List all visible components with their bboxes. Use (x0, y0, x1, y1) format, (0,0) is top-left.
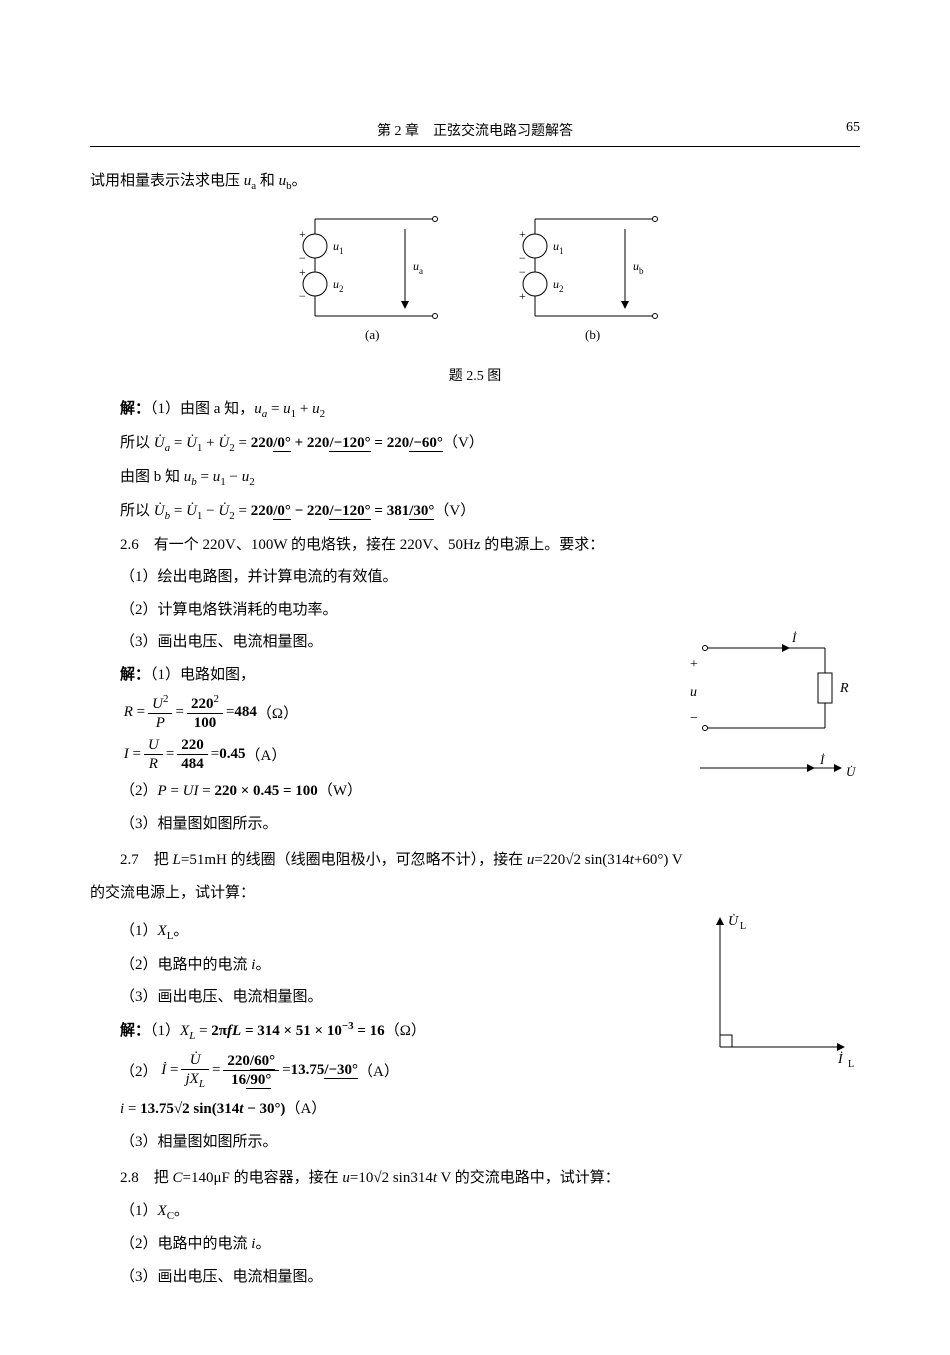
svg-text:1: 1 (339, 246, 344, 256)
p28-title: 2.8 把 C=140μF 的电容器，接在 u=10√2 sin314t V 的… (120, 1164, 860, 1193)
figure-2-5: + − u 1 + − u 2 u a (a) (90, 204, 860, 385)
fig-2-7: U̇ L İ L (690, 907, 860, 1072)
svg-text:+: + (519, 227, 526, 241)
p28-q2: （2）电路中的电流 i。 (120, 1230, 860, 1259)
p26-p3: （3）相量图如图所示。 (120, 810, 860, 839)
page: 第 2 章 正弦交流电路习题解答 65 试用相量表示法求电压 ua 和 ub。 … (0, 0, 950, 1355)
sol25-l4: 所以 U̇b = U̇1 − U̇2 = 220/0° − 220/−120° … (120, 497, 860, 527)
svg-text:u: u (690, 685, 697, 700)
problem-2-7: 2.7 把 L=51mH 的线圈（线圈电阻极小，可忽略不计），接在 u=220√… (90, 846, 860, 1291)
page-number: 65 (846, 120, 860, 136)
svg-text:2: 2 (559, 284, 564, 294)
svg-text:+: + (299, 227, 306, 241)
p28-q1: （1）XC。 (120, 1197, 860, 1227)
svg-text:L: L (848, 1059, 854, 1067)
svg-text:+: + (690, 657, 698, 672)
svg-text:−: − (690, 711, 698, 726)
p26-I-eq: I = UR = 220484 = 0.45（A） (120, 736, 650, 773)
p26-title: 2.6 有一个 220V、100W 的电烙铁，接在 220V、50Hz 的电源上… (120, 531, 860, 560)
p27-sol3: （3）相量图如图所示。 (120, 1128, 860, 1157)
p27-title-l1: 2.7 把 L=51mH 的线圈（线圈电阻极小，可忽略不计），接在 u=220√… (90, 846, 860, 875)
sol25-l1: 解：（1）由图 a 知，ua = u1 + u2 (120, 395, 860, 425)
svg-text:İ: İ (791, 630, 797, 645)
svg-text:İ: İ (819, 752, 825, 767)
p27-sol2-i: i = 13.75√2 sin(314t − 30°)（A） (120, 1095, 860, 1124)
p27-title-l2: 的交流电源上，试计算： (90, 879, 860, 908)
fig-2-7-svg: U̇ L İ L (690, 907, 860, 1067)
p26-q2: （2）计算电烙铁消耗的电功率。 (120, 596, 860, 625)
svg-text:b: b (639, 266, 644, 276)
svg-text:−: − (519, 265, 526, 279)
svg-text:a: a (419, 266, 423, 276)
page-header: 第 2 章 正弦交流电路习题解答 65 (90, 120, 860, 147)
svg-text:−: − (519, 251, 526, 265)
solution-2-5: 解：（1）由图 a 知，ua = u1 + u2 所以 U̇a = U̇1 + … (120, 395, 860, 842)
fig-2-5-caption: 题 2.5 图 (90, 365, 860, 385)
sol25-l2: 所以 U̇a = U̇1 + U̇2 = 220/0° + 220/−120° … (120, 429, 860, 459)
intro-line: 试用相量表示法求电压 ua 和 ub。 (90, 169, 860, 192)
fig-2-5-svg: + − u 1 + − u 2 u a (a) (265, 204, 685, 354)
p27-sol2: （2） İ = U̇jXL = 220/60°16/90° = 13.75/−3… (120, 1051, 670, 1091)
svg-text:U̇: U̇ (728, 913, 739, 929)
svg-text:(a): (a) (365, 327, 379, 342)
p26-q1: （1）绘出电路图，并计算电流的有效值。 (120, 563, 860, 592)
svg-text:L: L (740, 921, 746, 932)
svg-text:U̇: U̇ (846, 764, 857, 779)
svg-text:+: + (299, 265, 306, 279)
svg-text:İ: İ (837, 1051, 844, 1067)
fig-2-6-svg: İ + u − R (670, 628, 860, 798)
p28-q3: （3）画出电压、电流相量图。 (120, 1263, 860, 1292)
svg-text:R: R (839, 681, 849, 696)
svg-text:2: 2 (339, 284, 344, 294)
svg-text:+: + (519, 289, 526, 303)
svg-text:1: 1 (559, 246, 564, 256)
svg-text:−: − (299, 289, 306, 303)
sol25-l3: 由图 b 知 ub = u1 − u2 (120, 463, 860, 493)
svg-text:−: − (299, 251, 306, 265)
svg-text:(b): (b) (585, 327, 600, 342)
chapter-title: 第 2 章 正弦交流电路习题解答 (377, 120, 573, 140)
fig-2-6: İ + u − R (670, 628, 860, 803)
p26-R-eq: R = U2P = 2202100 = 484（Ω） (120, 693, 650, 732)
